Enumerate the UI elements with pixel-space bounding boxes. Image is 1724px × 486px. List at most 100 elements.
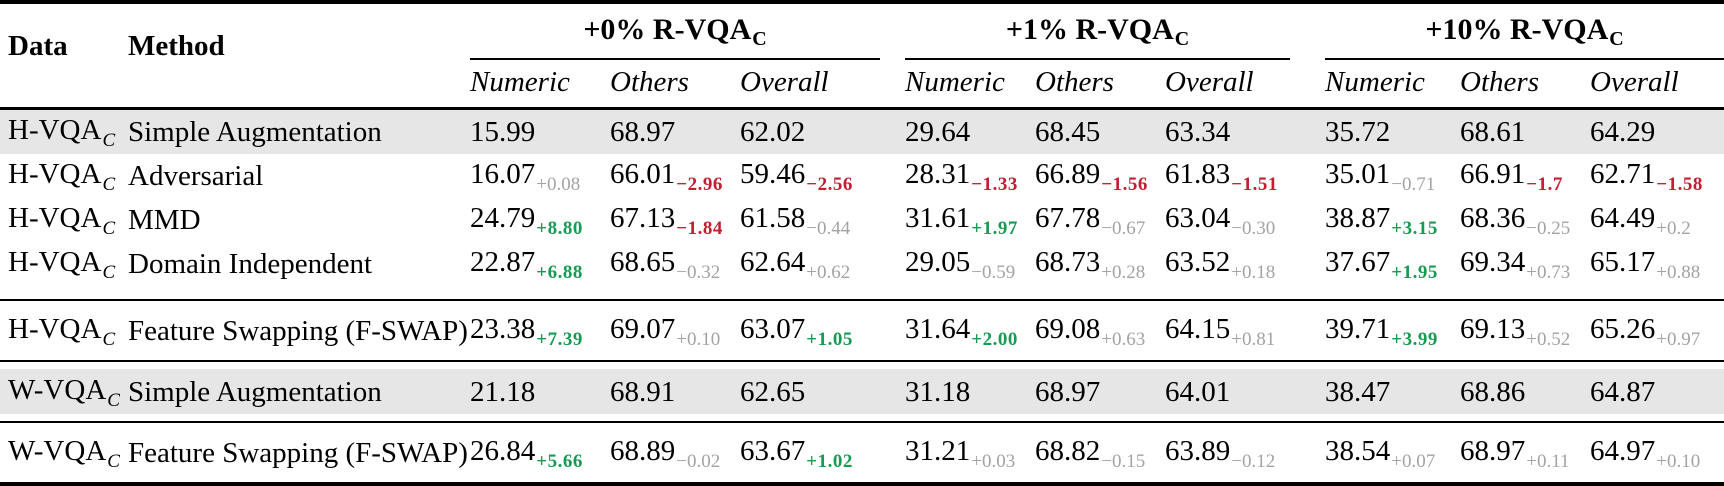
metric-cell: 68.89−0.02 [585,421,720,484]
dataset-cell: H-VQAC [0,198,120,242]
metric-value: 38.54 [1325,435,1391,467]
metric-cell: 68.97 [1010,360,1141,422]
metric-value: 29.64 [905,116,971,148]
table-body: H-VQAC Simple Augmentation 15.99 68.97 62.02… [0,108,1724,484]
table-row: H-VQAC Adversarial 16.07+0.08 66.01−2.96 59.… [0,154,1724,198]
metric-value: 62.02 [740,116,806,148]
metric-delta: +3.99 [1391,329,1438,350]
metric-delta: +1.97 [971,218,1018,239]
metric-cell: 68.36−0.25 [1435,198,1570,242]
metric-delta: +0.81 [1231,329,1276,350]
method-cell: Domain Independent [128,248,373,280]
dataset-label: H-VQA [8,114,102,146]
metric-cell: 65.17+0.88 [1565,242,1724,300]
metric-value: 16.07 [470,158,536,190]
dataset-cell: H-VQAC [0,242,120,300]
metric-value: 68.86 [1460,376,1526,408]
metric-cell: 63.52+0.18 [1140,242,1300,300]
metric-value: 64.29 [1590,116,1656,148]
metric-delta: +0.11 [1526,451,1570,472]
metric-delta: +1.95 [1391,262,1438,283]
metric-cell: 22.87+6.88 [445,242,585,300]
metric-delta: −0.67 [1101,218,1146,239]
metric-delta: −0.71 [1391,174,1436,195]
method-cell: Simple Augmentation [120,108,445,154]
metric-cell: 63.67+1.02 [715,421,881,484]
metric-delta: +0.88 [1656,262,1701,283]
metric-delta: +0.07 [1391,451,1436,472]
metric-value: 31.64 [905,313,971,345]
group-header-row: Data Method +0% R-VQAC +1% R-VQAC +10% R… [0,2,1724,110]
metric-cell: 59.46−2.56 [715,154,880,198]
metric-cell: 69.34+0.73 [1435,242,1570,300]
metric-value: 64.01 [1165,376,1231,408]
metric-cell: 66.01−2.96 [585,154,722,198]
metric-cell: 38.47 [1300,360,1436,422]
metric-cell: 15.99 [445,108,585,154]
metric-cell: 61.83−1.51 [1140,154,1300,198]
group-header-10pct: +10% R-VQAC [1300,2,1724,60]
metric-cell: 61.58−0.44 [715,198,880,242]
metric-cell: 62.02 [715,108,881,154]
metric-cell: 31.64+2.00 [880,299,1017,361]
metric-value: 62.64 [740,246,806,278]
metric-cell: 31.21+0.03 [880,421,1015,484]
metric-cell: 62.71−1.58 [1565,154,1724,198]
metric-value: 21.18 [470,376,536,408]
metric-value: 63.04 [1165,202,1231,234]
group-label-subscript: C [1609,28,1624,50]
metric-value: 68.97 [1035,376,1101,408]
metric-delta: +0.73 [1526,262,1571,283]
metric-cell: 64.49+0.2 [1565,198,1724,242]
metric-value: 31.21 [905,435,971,467]
metric-value: 38.47 [1325,376,1391,408]
metric-cell: 68.61 [1435,108,1566,154]
metric-delta: −0.02 [676,451,721,472]
metric-cell: 67.13−1.84 [585,198,722,242]
metric-cell: 67.78−0.67 [1010,198,1145,242]
metric-cell: 35.01−0.71 [1300,154,1435,198]
metric-value: 68.89 [610,435,676,467]
dataset-cell: H-VQAC [0,154,120,198]
metric-delta: +0.08 [536,174,581,195]
metric-cell: 65.26+0.97 [1565,299,1724,361]
metric-delta: −0.15 [1101,451,1146,472]
metric-value: 29.05 [905,246,971,278]
table-row: H-VQAC Feature Swapping (F-SWAP) 23.38+7.3… [0,299,1724,361]
metric-header-row: Numeric Others Overall Numeric Others Ov… [0,60,1724,110]
metric-value: 64.49 [1590,202,1656,234]
metric-value: 23.38 [470,313,536,345]
metric-delta: −0.32 [676,262,721,283]
metric-delta: +0.52 [1526,329,1571,350]
subheader-numeric: Numeric [1300,60,1436,110]
metric-value: 68.97 [610,116,676,148]
metric-value: 68.73 [1035,246,1101,278]
metric-cell: 66.91−1.7 [1435,154,1565,198]
metric-cell: 38.87+3.15 [1300,198,1437,242]
table-row: W-VQAC Feature Swapping (F-SWAP) 26.84+5.6… [0,421,1724,484]
metric-cell: 62.65 [715,360,881,422]
metric-cell: 28.31−1.33 [880,154,1017,198]
metric-cell: 31.18 [880,360,1011,422]
metric-value: 24.79 [470,202,536,234]
dataset-cell: H-VQAC [0,108,120,154]
metric-cell: 63.34 [1140,108,1301,154]
metric-delta: −1.84 [676,218,723,239]
metric-value: 68.45 [1035,116,1101,148]
dataset-cell: H-VQAC [0,299,120,361]
dataset-cell: W-VQAC [0,421,120,484]
table-row: H-VQAC MMD 24.79+8.80 67.13−1.84 61.58−0.44 3… [0,198,1724,242]
metric-delta: +0.03 [971,451,1016,472]
metric-value: 63.52 [1165,246,1231,278]
group-label: +0% R-VQAC [470,4,881,60]
metric-delta: +0.10 [676,329,721,350]
metric-delta: +5.66 [536,451,583,472]
metric-value: 39.71 [1325,313,1391,345]
subheader-numeric: Numeric [445,60,585,110]
metric-value: 37.67 [1325,246,1391,278]
dataset-label: W-VQA [8,435,107,467]
metric-delta: +1.05 [806,329,853,350]
metric-cell: 35.72 [1300,108,1436,154]
metric-value: 69.34 [1460,246,1526,278]
